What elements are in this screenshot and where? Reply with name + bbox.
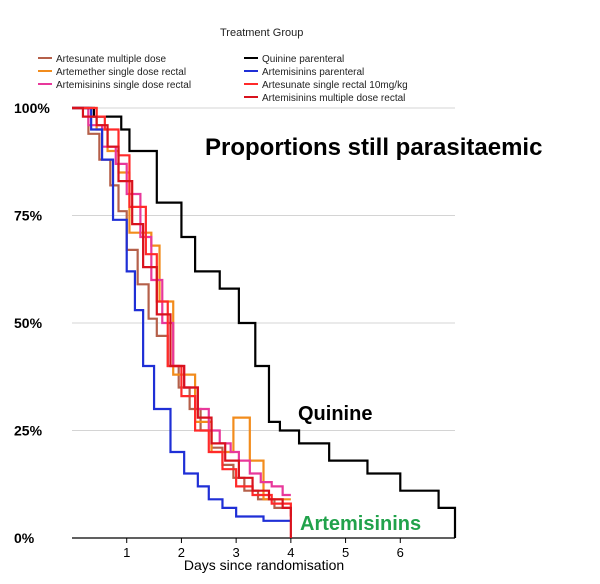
x-tick-label: 3 [233, 545, 240, 560]
annotation-quinine: Quinine [298, 403, 372, 425]
x-tick-label: 1 [123, 545, 130, 560]
series-line-artemisinins-multiple-dose-rectal [72, 106, 292, 538]
x-tick-label: 6 [397, 545, 404, 560]
x-axis-ticks: 1 2 3 4 5 6 [123, 538, 404, 560]
x-tick-label: 2 [178, 545, 185, 560]
y-tick-label: 75% [14, 208, 43, 224]
y-tick-label: 100% [14, 100, 50, 116]
series-line-quinine-parenteral [72, 106, 457, 538]
legend-entry: Artesunate single rectal 10mg/kg [262, 80, 408, 91]
legend-entry: Artemisinins parenteral [262, 67, 364, 78]
series-group [72, 106, 457, 538]
legend: Artesunate multiple dose Artemether singl… [38, 54, 408, 104]
y-tick-label: 25% [14, 423, 43, 439]
legend-title: Treatment Group [220, 27, 303, 39]
gridlines [72, 107, 455, 431]
legend-entry: Quinine parenteral [262, 54, 344, 65]
legend-entry: Artesunate multiple dose [56, 54, 167, 65]
x-axis-label: Days since randomisation [184, 557, 344, 573]
series-line-artemisinins-parenteral [72, 106, 291, 522]
legend-entry: Artemisinins multiple dose rectal [262, 93, 405, 104]
x-tick-label: 4 [287, 545, 294, 560]
y-axis-ticks: 0% 25% 50% 75% 100% [14, 100, 50, 546]
series-line-artemisinins-single-dose-rectal [72, 106, 291, 497]
y-tick-label: 50% [14, 315, 43, 331]
annotation-artemisinins: Artemisinins [300, 513, 421, 535]
legend-entry: Artemisinins single dose rectal [56, 80, 191, 91]
chart-title: Proportions still parasitaemic [205, 134, 542, 161]
series-line-artesunate-single-rectal-10mg-kg [72, 106, 292, 517]
series-line-artesunate-multiple-dose [72, 106, 291, 509]
legend-entry: Artemether single dose rectal [56, 67, 186, 78]
y-tick-label: 0% [14, 530, 35, 546]
series-line-artemether-single-dose-rectal [72, 106, 291, 501]
x-tick-label: 5 [342, 545, 349, 560]
